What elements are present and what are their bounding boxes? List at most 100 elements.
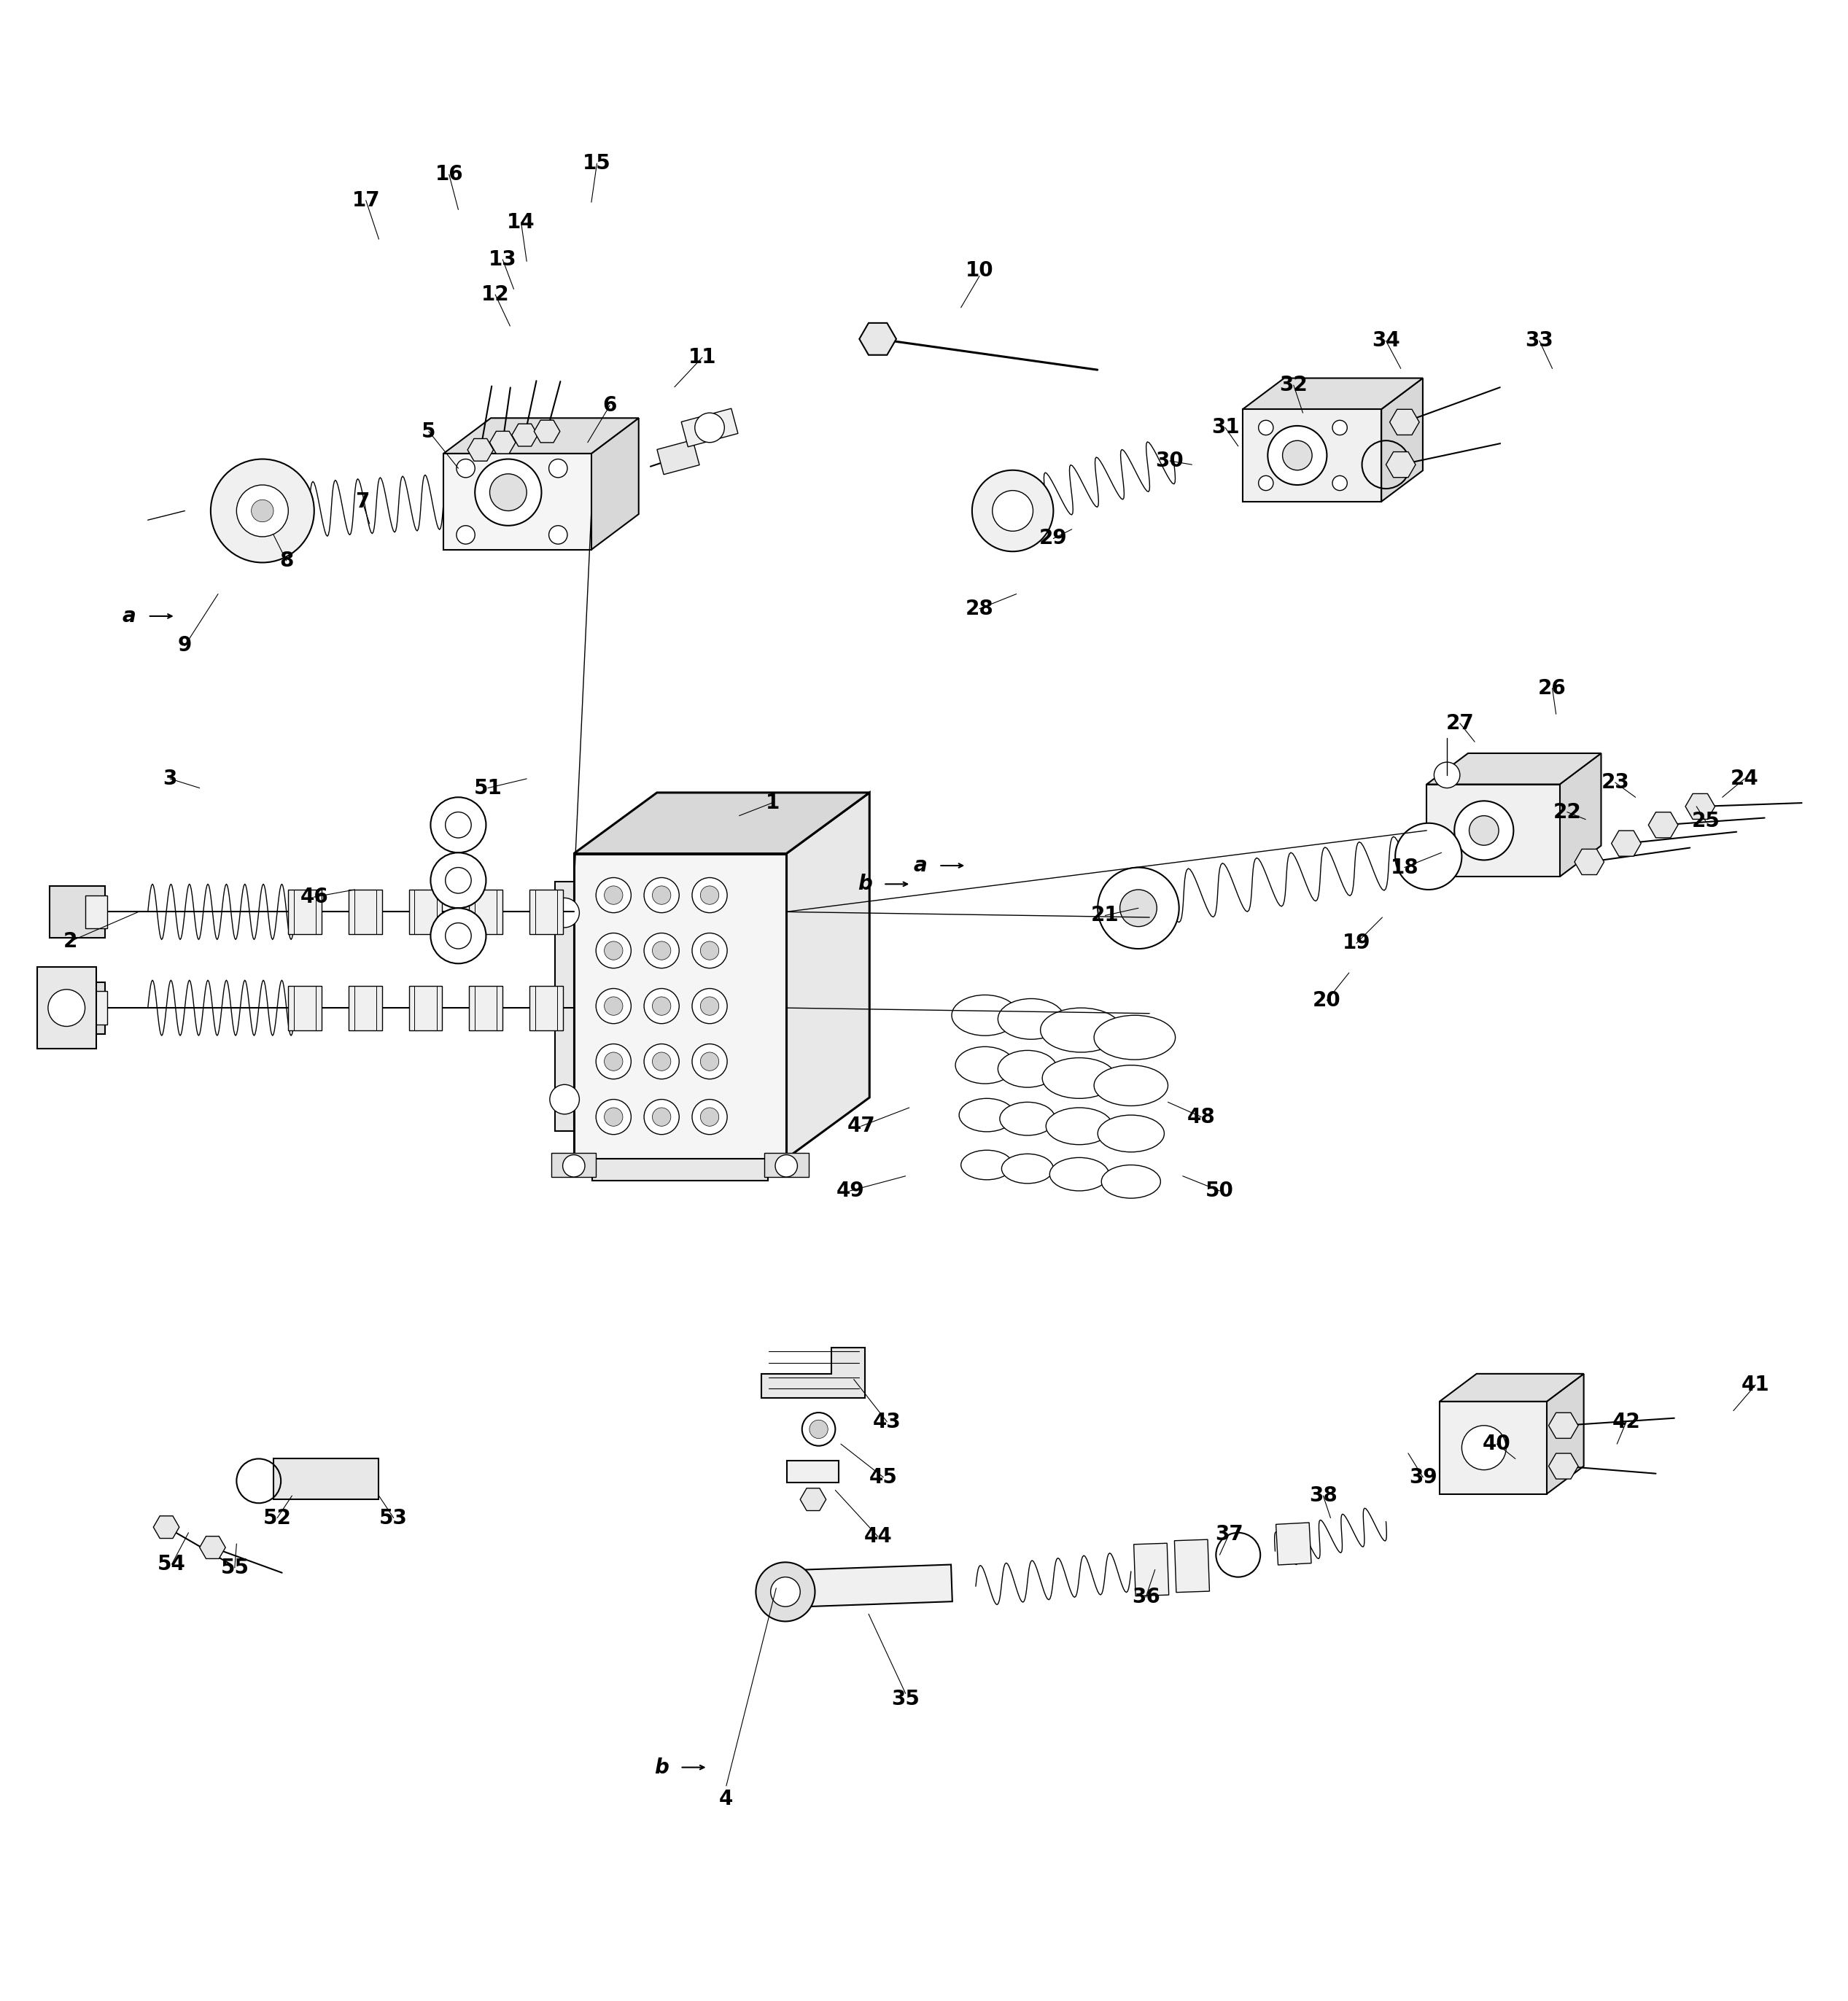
Text: 51: 51 [473,778,503,798]
Polygon shape [765,1153,809,1177]
Circle shape [549,526,567,544]
Polygon shape [50,886,105,938]
Text: 33: 33 [1525,330,1554,350]
Text: 44: 44 [863,1527,893,1547]
Polygon shape [787,1461,839,1483]
Text: 55: 55 [220,1557,249,1579]
Circle shape [700,886,719,904]
Polygon shape [800,1489,826,1511]
Ellipse shape [1046,1109,1112,1145]
Text: 46: 46 [299,886,329,906]
Circle shape [1332,476,1347,490]
Ellipse shape [798,890,839,918]
Ellipse shape [798,944,839,974]
Text: 35: 35 [891,1689,920,1709]
Polygon shape [349,986,383,1031]
Circle shape [604,996,623,1015]
Text: 50: 50 [1205,1181,1234,1201]
Polygon shape [408,986,442,1031]
Polygon shape [529,986,562,1031]
Polygon shape [50,982,105,1035]
Circle shape [972,470,1053,552]
Circle shape [809,1421,828,1439]
Circle shape [1462,1425,1506,1471]
Text: 36: 36 [1131,1587,1161,1607]
Ellipse shape [961,1151,1013,1181]
Ellipse shape [959,1099,1015,1133]
Text: 49: 49 [835,1181,865,1201]
Text: 18: 18 [1390,856,1419,878]
Text: 47: 47 [846,1117,876,1137]
Circle shape [652,996,671,1015]
Text: 39: 39 [1408,1467,1438,1487]
Polygon shape [1175,1539,1209,1593]
Text: 29: 29 [1039,528,1068,548]
Polygon shape [1386,452,1416,478]
Circle shape [549,898,580,928]
Polygon shape [274,1459,379,1499]
Ellipse shape [1098,1115,1164,1153]
Text: 54: 54 [157,1555,187,1575]
Text: 23: 23 [1600,772,1630,792]
Text: 13: 13 [488,250,517,270]
Text: 45: 45 [869,1467,898,1487]
Polygon shape [591,1159,769,1181]
Polygon shape [1560,752,1600,876]
Text: 25: 25 [1691,810,1720,832]
Text: 19: 19 [1342,932,1371,952]
Text: 27: 27 [1445,712,1475,734]
Polygon shape [469,986,503,1031]
Text: 4: 4 [719,1789,734,1809]
Polygon shape [682,408,737,446]
Polygon shape [1242,378,1423,408]
Polygon shape [761,1349,865,1399]
Text: 21: 21 [1090,904,1120,926]
Text: 24: 24 [1730,768,1759,788]
Circle shape [595,878,630,912]
Polygon shape [1611,830,1641,856]
Circle shape [643,878,678,912]
Polygon shape [512,424,538,446]
Polygon shape [288,986,322,1031]
Circle shape [48,988,85,1027]
Polygon shape [658,440,699,474]
Circle shape [1332,420,1347,434]
Text: 38: 38 [1308,1485,1338,1507]
Polygon shape [573,854,785,1159]
Text: 20: 20 [1312,990,1342,1011]
Polygon shape [444,454,591,550]
Text: 30: 30 [1155,450,1185,470]
Circle shape [1395,822,1462,890]
Circle shape [595,1045,630,1079]
Polygon shape [1547,1375,1584,1495]
Circle shape [456,526,475,544]
Circle shape [604,886,623,904]
Polygon shape [444,418,639,454]
Circle shape [691,932,728,968]
Polygon shape [785,792,869,1159]
Circle shape [604,1053,623,1071]
Polygon shape [85,894,107,928]
Circle shape [237,484,288,536]
Text: b: b [654,1757,669,1777]
Circle shape [564,1155,584,1177]
Text: 48: 48 [1186,1107,1216,1127]
Text: 9: 9 [177,636,192,656]
Circle shape [604,1109,623,1127]
Polygon shape [591,418,639,550]
Circle shape [771,1577,800,1607]
Ellipse shape [1094,1065,1168,1107]
Circle shape [595,1099,630,1135]
Polygon shape [1648,812,1678,838]
Circle shape [1469,816,1499,844]
Polygon shape [1427,784,1560,876]
Ellipse shape [952,994,1018,1037]
Ellipse shape [1002,1155,1053,1183]
Text: 8: 8 [279,550,294,570]
Text: 3: 3 [163,768,177,788]
Ellipse shape [1101,1165,1161,1199]
Polygon shape [859,322,896,354]
Circle shape [691,988,728,1025]
Circle shape [691,878,728,912]
Text: 2: 2 [63,930,78,952]
